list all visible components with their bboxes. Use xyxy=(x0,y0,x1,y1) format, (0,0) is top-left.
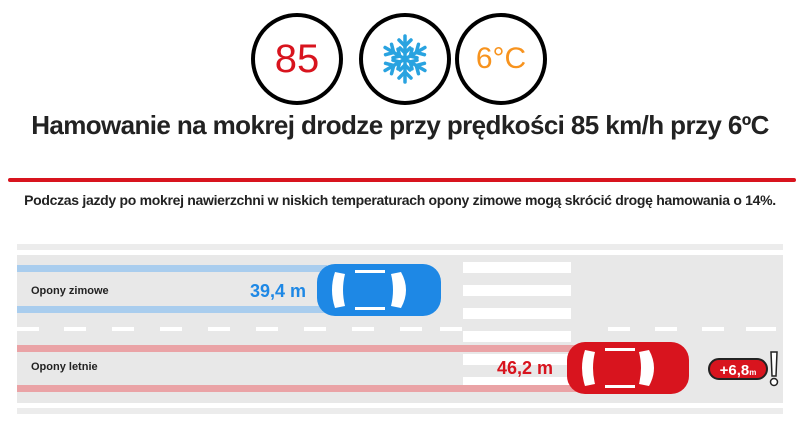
temperature-sign: 6°C xyxy=(455,13,547,105)
speed-sign: 85 xyxy=(251,13,343,105)
page-title: Hamowanie na mokrej drodze przy prędkośc… xyxy=(31,110,769,140)
divider xyxy=(8,178,796,182)
winter-trail-bottom xyxy=(17,306,327,313)
difference-unit: m xyxy=(749,368,757,377)
road-edge-bottom xyxy=(17,408,783,414)
snowflake-icon xyxy=(380,34,430,84)
summer-distance: 46,2 m xyxy=(497,358,554,378)
subtitle: Podczas jazdy po mokrej nawierzchni w ni… xyxy=(24,192,776,208)
winter-distance: 39,4 m xyxy=(250,281,307,301)
road-edge-top xyxy=(17,244,783,250)
red-car-icon xyxy=(567,342,689,394)
winter-trail-top xyxy=(17,265,327,272)
snowflake-sign xyxy=(359,13,451,105)
summer-trail-bottom xyxy=(17,385,577,392)
exclamation-icon xyxy=(769,351,779,387)
difference-value: +6,8 xyxy=(719,362,750,379)
winter-tires-label: Opony zimowe xyxy=(31,285,109,297)
summer-tires-label: Opony letnie xyxy=(31,361,98,373)
summer-trail-top xyxy=(17,345,577,352)
difference-badge: +6,8m xyxy=(708,358,768,380)
blue-car-icon xyxy=(317,264,441,316)
